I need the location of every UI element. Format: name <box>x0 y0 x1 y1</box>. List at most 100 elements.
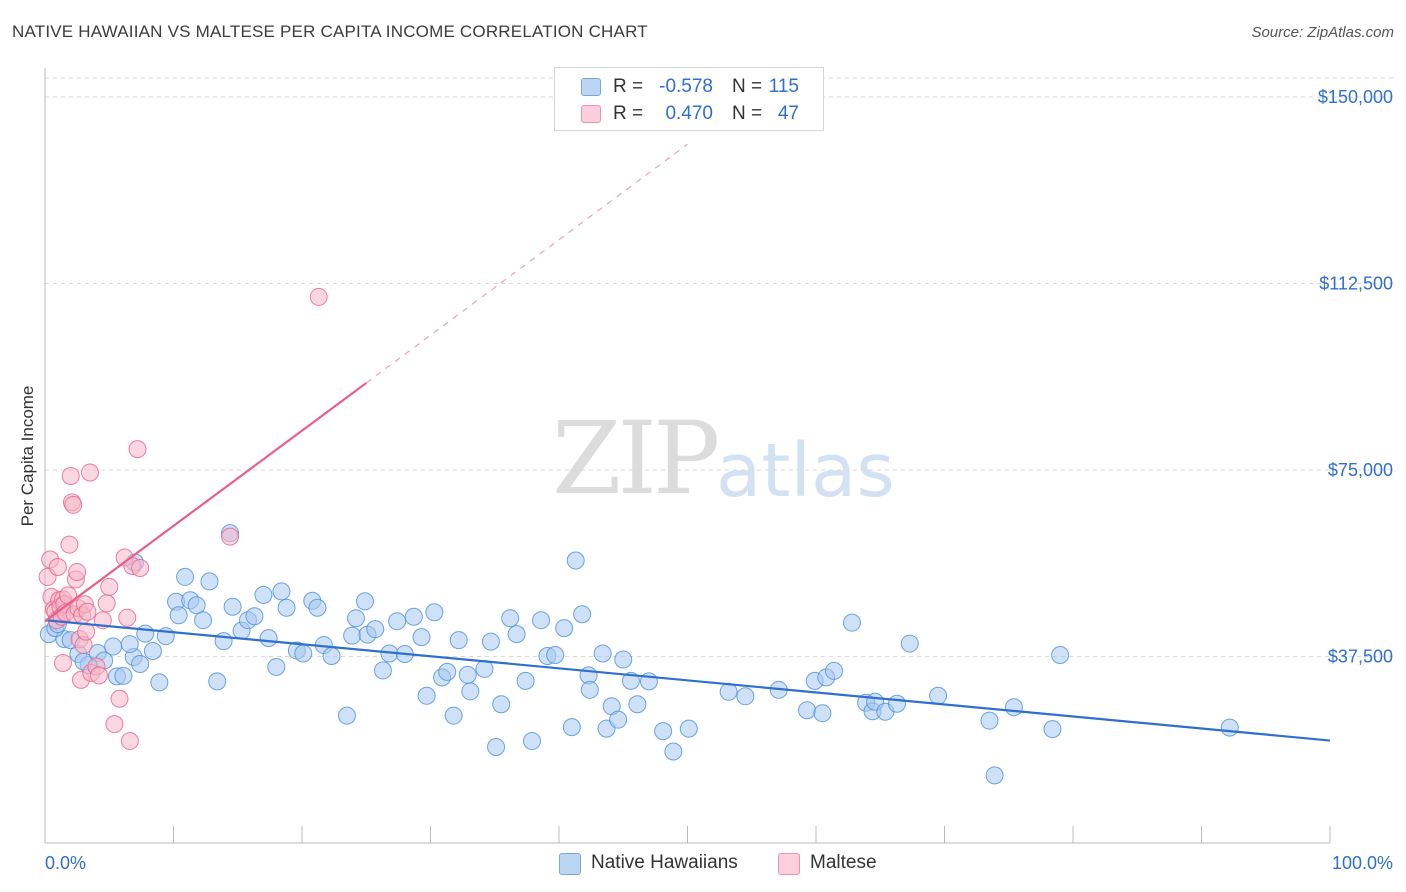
legend-label: Native Hawaiians <box>591 852 738 873</box>
n-label: N = <box>732 103 763 124</box>
maltese-point <box>131 558 150 577</box>
native-hawaiian-point <box>546 646 565 665</box>
native-hawaiian-point <box>254 585 273 604</box>
native-hawaiian-point <box>136 624 155 643</box>
native-hawaiian-point <box>842 613 861 632</box>
r-value: -0.578 <box>659 76 713 97</box>
native-hawaiian-point <box>194 611 213 630</box>
native-hawaiian-point <box>366 620 385 639</box>
native-hawaiian-point <box>492 695 511 714</box>
native-hawaiian-point <box>824 661 843 680</box>
native-hawaiian-point <box>566 551 585 570</box>
native-hawaiian-point <box>176 567 195 586</box>
native-hawaiian-point <box>481 632 500 651</box>
native-hawaiian-point <box>1004 698 1023 717</box>
maltese-point <box>89 666 108 685</box>
maltese-point <box>48 557 67 576</box>
native-hawaiian-point <box>555 619 574 638</box>
watermark-atlas: atlas <box>716 428 895 514</box>
maltese-point <box>221 527 240 546</box>
native-hawaiian-point <box>259 629 278 648</box>
legend-label: Maltese <box>810 852 877 873</box>
native-hawaiian-point <box>200 572 219 591</box>
native-hawaiian-point <box>104 637 123 656</box>
native-hawaiian-point <box>388 612 407 631</box>
native-hawaiian-point <box>461 682 480 701</box>
native-hawaiian-point <box>114 666 133 685</box>
legend-row-maltese: R = 0.470 N = 47 <box>555 101 823 127</box>
native-hawaiian-point <box>425 603 444 622</box>
native-hawaiian-point <box>438 662 457 681</box>
native-hawaiian-point <box>417 686 436 705</box>
maltese-trendline-extension <box>365 143 688 384</box>
watermark-zip: ZIP <box>552 400 720 517</box>
maltese-point <box>105 715 124 734</box>
native-hawaiian-point <box>223 597 242 616</box>
legend-swatch-blue <box>581 78 601 96</box>
maltese-point <box>118 608 137 627</box>
n-label: N = <box>732 76 763 97</box>
native-hawaiian-point <box>621 671 640 690</box>
native-hawaiian-point <box>245 607 264 626</box>
native-hawaiian-point <box>322 647 341 666</box>
x-tick-label: 0.0% <box>45 853 86 873</box>
native-hawaiian-point <box>337 706 356 725</box>
x-tick-label: 100.0% <box>1332 853 1393 873</box>
maltese-point <box>80 463 99 482</box>
native-hawaiian-point <box>929 686 948 705</box>
native-hawaiian-point <box>501 609 520 628</box>
correlation-legend: R = -0.578 N = 115 R = 0.470 N = 47 <box>554 67 824 131</box>
legend-swatch-blue <box>559 853 581 875</box>
native-hawaiian-point <box>214 632 233 651</box>
maltese-point <box>120 732 139 751</box>
legend-swatch-pink <box>778 853 800 875</box>
r-label: R = <box>613 76 644 97</box>
native-hawaiian-point <box>609 710 628 729</box>
native-hawaiian-point <box>573 605 592 624</box>
source-note: Source: ZipAtlas.com <box>1251 24 1394 41</box>
native-hawaiian-point <box>120 635 139 654</box>
native-hawaiian-point <box>798 701 817 720</box>
native-hawaiian-point <box>404 607 423 626</box>
legend-row-native-hawaiians: R = -0.578 N = 115 <box>555 74 823 100</box>
native-hawaiian-point <box>373 661 392 680</box>
native-hawaiian-point <box>143 642 162 661</box>
native-hawaiian-trendline <box>44 619 1331 742</box>
maltese-point <box>78 602 97 621</box>
native-hawaiian-point <box>150 673 169 692</box>
maltese-trendline <box>44 382 367 623</box>
r-value: 0.470 <box>665 103 713 124</box>
native-hawaiian-point <box>679 719 698 738</box>
native-hawaiian-point <box>985 766 1004 785</box>
y-tick-label: $75,000 <box>1328 460 1393 480</box>
native-hawaiian-point <box>169 606 188 625</box>
native-hawaiian-point <box>272 582 291 601</box>
native-hawaiian-point <box>736 687 755 706</box>
native-hawaiian-point <box>487 738 506 757</box>
native-hawaiian-point <box>208 672 227 691</box>
maltese-point <box>100 577 119 596</box>
native-hawaiian-point <box>532 611 551 630</box>
maltese-point <box>97 594 116 613</box>
native-hawaiian-point <box>887 694 906 713</box>
native-hawaiian-point <box>523 732 542 751</box>
native-hawaiian-point <box>277 598 296 617</box>
native-hawaiian-point <box>449 631 468 650</box>
native-hawaiian-point <box>628 695 647 714</box>
y-tick-label: $150,000 <box>1318 87 1393 107</box>
native-hawaiian-point <box>294 644 313 663</box>
maltese-point <box>68 562 87 581</box>
native-hawaiian-point <box>187 596 206 615</box>
native-hawaiian-point <box>813 704 832 723</box>
maltese-point <box>60 535 79 554</box>
native-hawaiian-point <box>580 680 599 699</box>
maltese-point <box>128 440 147 459</box>
native-hawaiian-point <box>458 665 477 684</box>
native-hawaiian-point <box>1220 718 1239 737</box>
native-hawaiian-point <box>267 657 286 676</box>
native-hawaiian-point <box>444 706 463 725</box>
maltese-point <box>64 495 83 514</box>
native-hawaiian-point <box>355 592 374 611</box>
native-hawaiian-point <box>507 625 526 644</box>
